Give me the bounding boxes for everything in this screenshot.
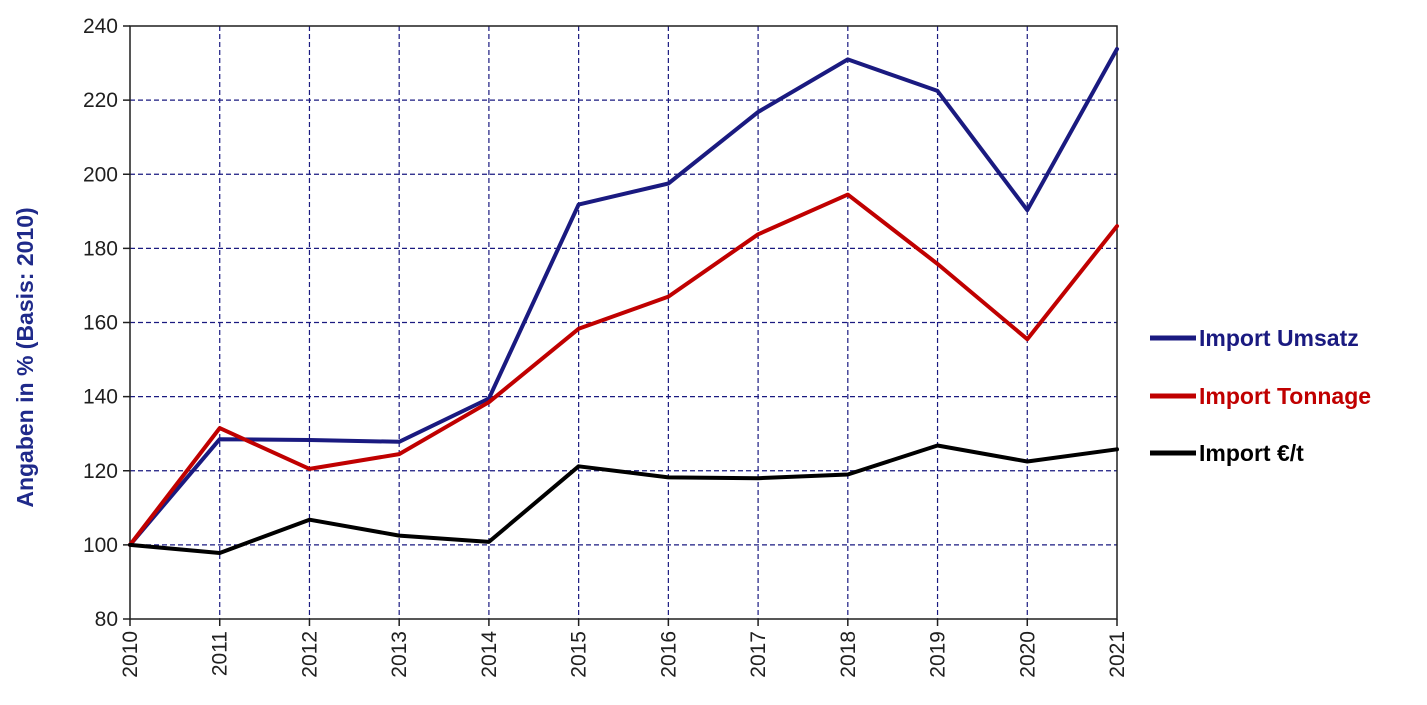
x-tick-label: 2014 [478,631,501,678]
x-tick-label: 2015 [568,631,591,678]
legend-item-0: Import Umsatz [1150,325,1359,351]
x-tick-label: 2010 [119,631,142,678]
x-axis-ticks: 2010 2011 2012 2013 2014 2015 2016 2017 2018 2019… [119,619,1129,678]
y-tick-label: 160 [83,312,118,335]
x-tick-label: 2016 [657,631,680,678]
y-tick-label: 240 [83,15,118,38]
y-axis-label: Angaben in % (Basis: 2010) [12,207,38,507]
y-tick-label: 140 [83,386,118,409]
y-tick-label: 180 [83,237,118,260]
legend-label: Import Tonnage [1199,383,1371,409]
x-tick-label: 2017 [747,631,770,678]
y-tick-label: 100 [83,534,118,557]
x-tick-label: 2013 [388,631,411,678]
gridlines [130,26,1117,619]
y-tick-label: 120 [83,460,118,483]
y-tick-label: 200 [83,163,118,186]
y-tick-label: 80 [95,608,118,631]
series-lines [128,47,1119,555]
x-tick-label: 2018 [837,631,860,678]
legend: Import Umsatz Import Tonnage Import €/t [1150,325,1371,466]
x-tick-label: 2020 [1016,631,1039,678]
series-line-2 [128,443,1119,555]
x-tick-label: 2021 [1106,631,1129,678]
series-line-1 [128,192,1119,547]
x-tick-label: 2019 [927,631,950,678]
legend-item-2: Import €/t [1150,440,1304,466]
legend-label: Import €/t [1199,440,1304,466]
y-tick-label: 220 [83,89,118,112]
y-axis-ticks: 80 100 120 140 160 180 200 220 240 [83,15,130,631]
legend-label: Import Umsatz [1199,325,1359,351]
x-tick-label: 2012 [298,631,321,678]
series-line-0 [128,47,1119,547]
x-tick-label: 2011 [209,631,232,676]
legend-item-1: Import Tonnage [1150,383,1371,409]
